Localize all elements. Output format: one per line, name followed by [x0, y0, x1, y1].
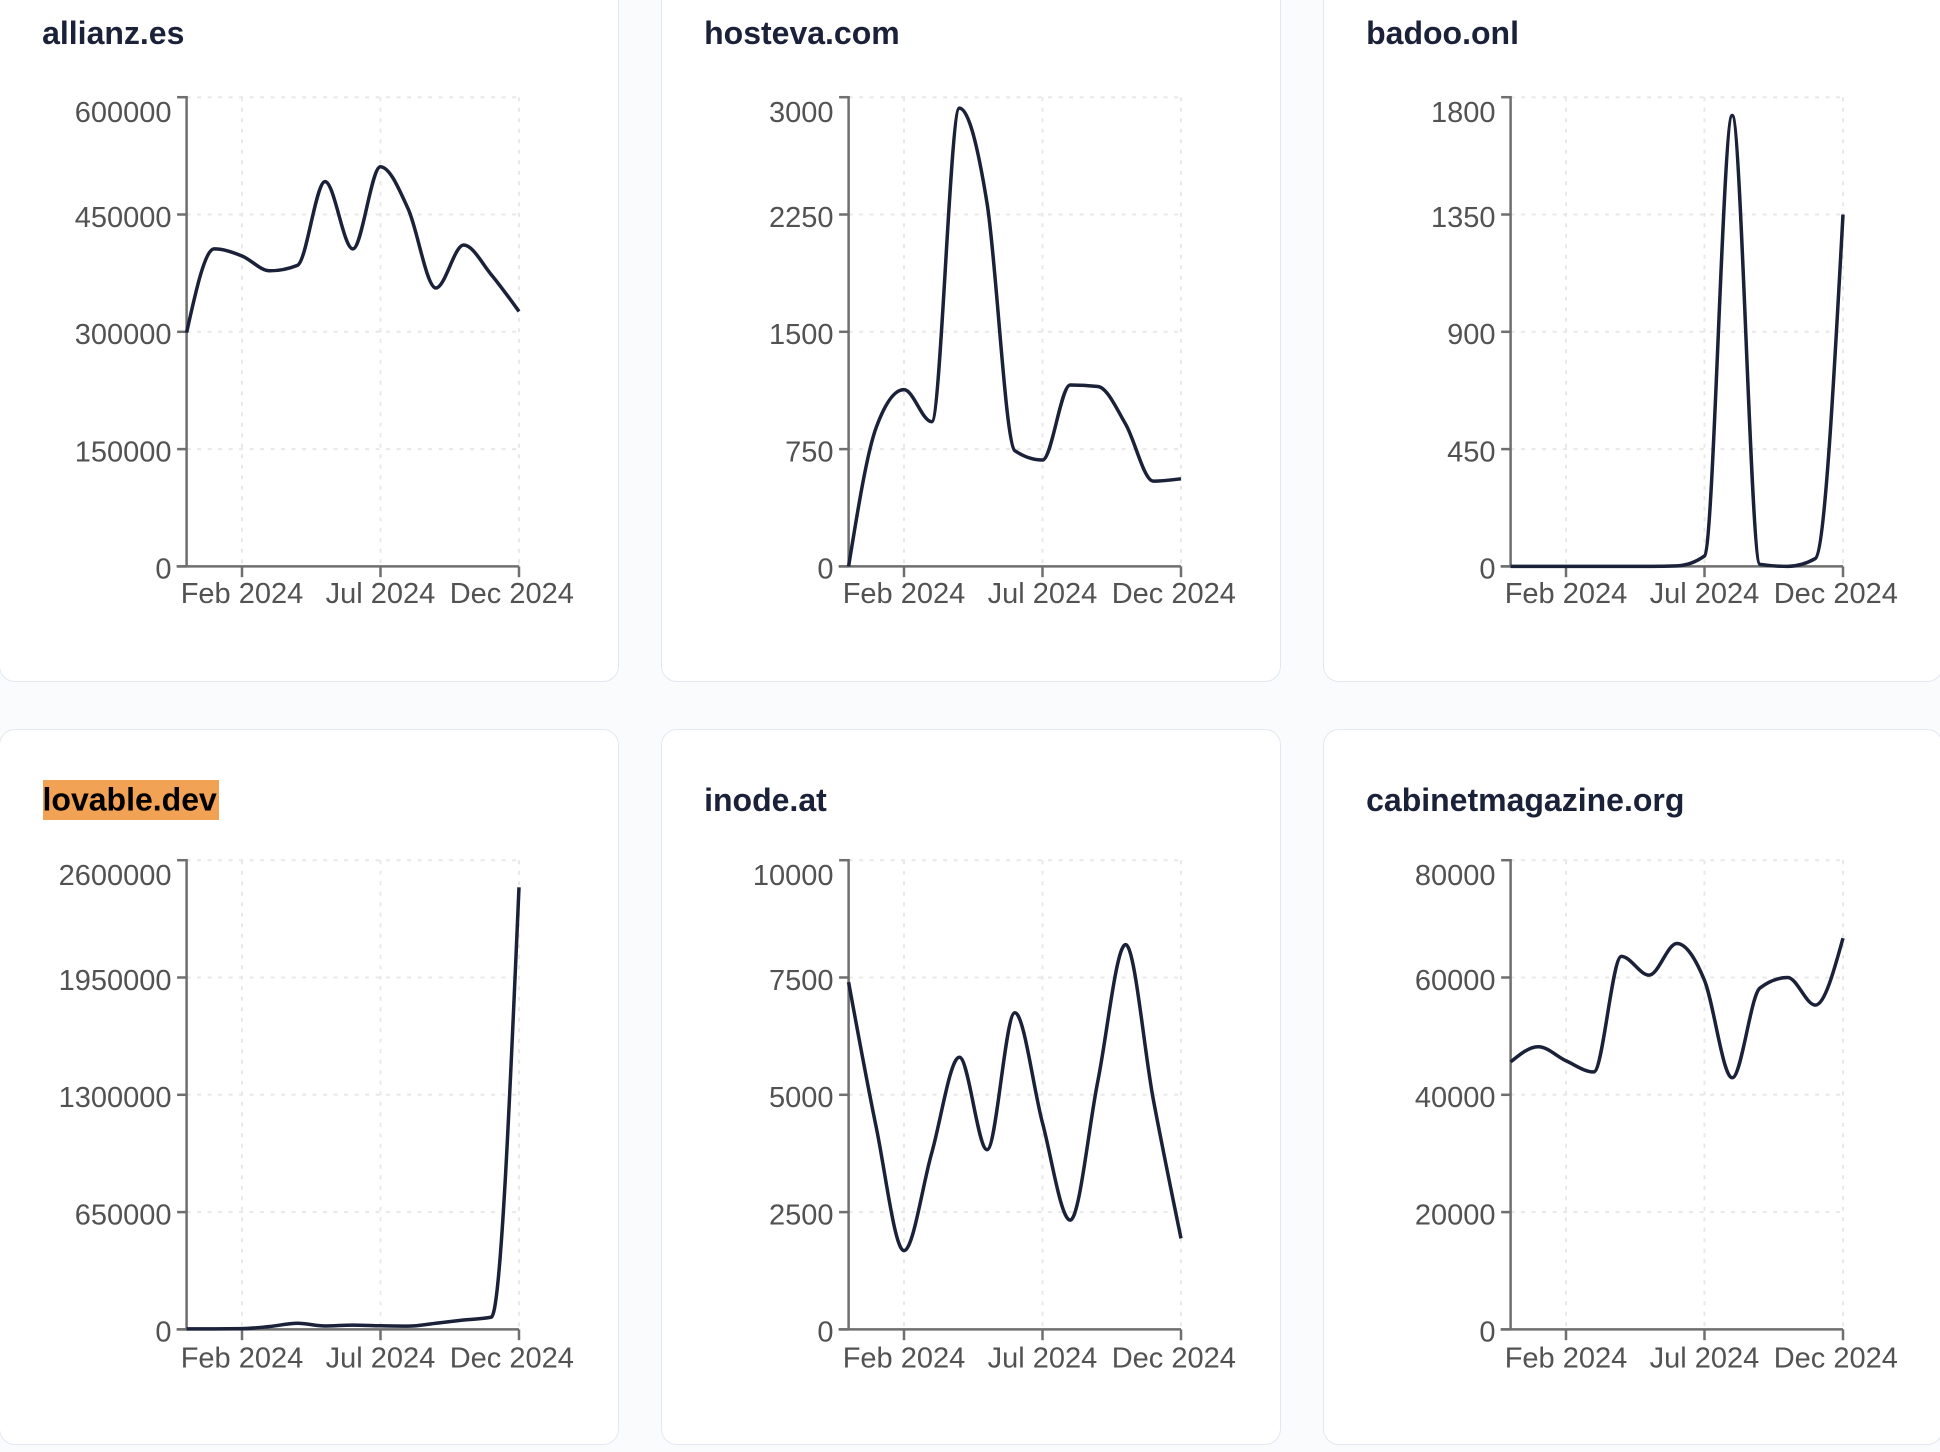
svg-text:0: 0 — [1479, 553, 1495, 585]
svg-text:Jul 2024: Jul 2024 — [987, 1342, 1097, 1374]
svg-text:450: 450 — [1447, 436, 1495, 468]
svg-text:Dec 2024: Dec 2024 — [449, 1342, 573, 1374]
svg-text:1500: 1500 — [768, 319, 833, 351]
svg-text:Feb 2024: Feb 2024 — [842, 577, 965, 609]
svg-text:0: 0 — [817, 553, 833, 585]
svg-text:Dec 2024: Dec 2024 — [449, 577, 573, 609]
svg-text:Jul 2024: Jul 2024 — [325, 577, 435, 609]
svg-text:0: 0 — [817, 1316, 833, 1348]
svg-text:0: 0 — [1479, 1316, 1495, 1348]
svg-text:7500: 7500 — [768, 964, 833, 996]
svg-text:Feb 2024: Feb 2024 — [180, 577, 303, 609]
svg-text:450000: 450000 — [74, 201, 171, 233]
svg-text:1350: 1350 — [1430, 201, 1495, 233]
svg-text:Jul 2024: Jul 2024 — [1649, 577, 1759, 609]
svg-text:0: 0 — [155, 1316, 171, 1348]
svg-text:750: 750 — [785, 436, 833, 468]
svg-text:Jul 2024: Jul 2024 — [987, 577, 1097, 609]
svg-text:10000: 10000 — [752, 859, 833, 891]
svg-text:Feb 2024: Feb 2024 — [1504, 1342, 1627, 1374]
svg-text:Dec 2024: Dec 2024 — [1111, 577, 1235, 609]
svg-text:1800: 1800 — [1430, 96, 1495, 128]
svg-text:2600000: 2600000 — [58, 859, 171, 891]
svg-text:Jul 2024: Jul 2024 — [1649, 1342, 1759, 1374]
svg-text:0: 0 — [155, 553, 171, 585]
svg-text:5000: 5000 — [768, 1082, 833, 1114]
svg-text:2250: 2250 — [768, 201, 833, 233]
svg-text:2500: 2500 — [768, 1199, 833, 1231]
svg-text:150000: 150000 — [74, 436, 171, 468]
svg-text:Feb 2024: Feb 2024 — [180, 1342, 303, 1374]
svg-text:300000: 300000 — [74, 319, 171, 351]
svg-text:900: 900 — [1447, 319, 1495, 351]
svg-text:Jul 2024: Jul 2024 — [325, 1342, 435, 1374]
svg-text:1300000: 1300000 — [58, 1082, 171, 1114]
svg-text:Dec 2024: Dec 2024 — [1773, 1342, 1897, 1374]
svg-text:Feb 2024: Feb 2024 — [1504, 577, 1627, 609]
svg-text:40000: 40000 — [1414, 1082, 1495, 1114]
svg-text:Dec 2024: Dec 2024 — [1111, 1342, 1235, 1374]
svg-text:600000: 600000 — [74, 96, 171, 128]
svg-text:Dec 2024: Dec 2024 — [1773, 577, 1897, 609]
svg-text:3000: 3000 — [768, 96, 833, 128]
svg-text:Feb 2024: Feb 2024 — [842, 1342, 965, 1374]
svg-text:60000: 60000 — [1414, 964, 1495, 996]
svg-text:80000: 80000 — [1414, 859, 1495, 891]
svg-text:1950000: 1950000 — [58, 964, 171, 996]
svg-text:650000: 650000 — [74, 1199, 171, 1231]
svg-text:20000: 20000 — [1414, 1199, 1495, 1231]
